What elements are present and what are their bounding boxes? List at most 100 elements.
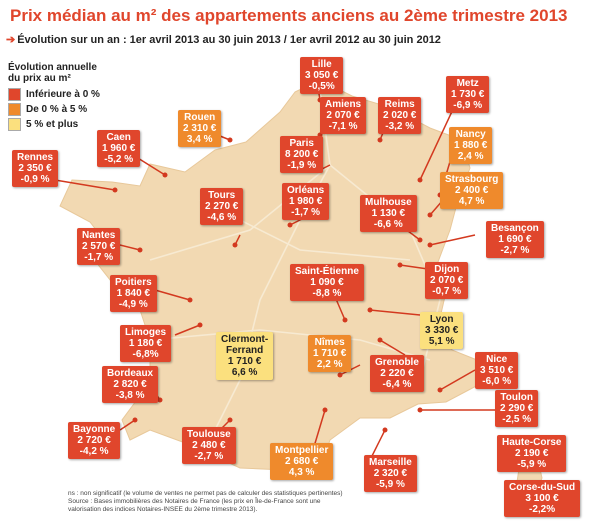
footnote-line3: valorisation des indices Notaires-INSEE … <box>68 506 258 513</box>
legend-title-line2: du prix au m² <box>8 73 71 84</box>
city-label-bayonne: Bayonne 2 720 € -4,2 % <box>68 422 121 459</box>
city-label-text: Lille <box>311 59 332 70</box>
city-label-text: 1 710 € <box>227 356 262 367</box>
city-label-text: 1 090 € <box>310 277 344 288</box>
city-label-text: Saint-Étienne <box>295 266 359 277</box>
city-label-caen: Caen 1 960 € -5,2 % <box>97 130 141 167</box>
legend-item-red: Inférieure à 0 % <box>8 87 100 102</box>
city-label-text: -6,0 % <box>482 376 512 387</box>
city-label-text: Poitiers <box>115 277 152 288</box>
city-label-text: 2,4 % <box>457 151 484 162</box>
city-label-text: -1,9 % <box>287 160 317 171</box>
city-label-haute-corse: Haute-Corse 2 190 € -5,9 % <box>497 435 567 472</box>
city-label-poitiers: Poitiers 1 840 € -4,9 % <box>110 275 157 312</box>
city-label-besancon: Besançon 1 690 € -2,7 % <box>486 221 544 258</box>
city-label-text: -0,5% <box>308 81 335 92</box>
city-label-text: 2 350 € <box>18 163 52 174</box>
city-label-text: 1 690 € <box>498 234 532 245</box>
city-label-text: Caen <box>106 132 131 143</box>
legend-title-line1: Évolution annuelle <box>8 62 97 73</box>
city-label-text: 1 180 € <box>128 338 163 349</box>
city-label-reims: Reims 2 020 € -3,2 % <box>378 97 422 134</box>
city-label-text: Toulon <box>500 392 533 403</box>
city-label-text: Dijon <box>434 264 460 275</box>
city-label-orleans: Orléans 1 980 € -1,7 % <box>282 183 330 220</box>
city-label-metz: Metz 1 730 € -6,9 % <box>446 76 490 113</box>
city-label-text: -7,1 % <box>328 121 358 132</box>
city-label-text: 1 980 € <box>288 196 323 207</box>
city-label-text: Paris <box>289 138 314 149</box>
city-label-text: -2,2% <box>528 504 556 515</box>
city-label-text: 2 190 € <box>515 448 549 459</box>
city-label-montpellier: Montpellier 2 680 €4,3 % <box>270 443 334 480</box>
city-label-text: 2 020 € <box>383 110 417 121</box>
legend-label: De 0 % à 5 % <box>26 104 88 115</box>
city-label-amiens: Amiens 2 070 € -7,1 % <box>320 97 367 134</box>
city-label-text: 2,2 % <box>316 359 343 370</box>
map-subtitle: ➔ Évolution sur un an : 1er avril 2013 au… <box>6 33 441 46</box>
city-label-text: -5,9 % <box>517 459 547 470</box>
city-label-text: 2 820 € <box>113 379 147 390</box>
city-label-tours: Tours 2 270 € -4,6 % <box>200 188 244 225</box>
city-label-text: 2 720 € <box>77 435 111 446</box>
city-label-text: 3,4 % <box>186 134 213 145</box>
city-label-text: Nantes <box>82 230 116 241</box>
city-label-text: -0,9 % <box>20 174 50 185</box>
city-label-nimes: Nîmes 1 710 €2,2 % <box>308 335 352 372</box>
city-label-bordeaux: Bordeaux 2 820 € -3,8 % <box>102 366 159 403</box>
legend-swatch <box>8 103 21 116</box>
city-label-text: -6,4 % <box>382 379 412 390</box>
city-label-text: Bayonne <box>73 424 116 435</box>
city-label-text: 5,1 % <box>428 336 455 347</box>
legend-label: 5 % et plus <box>26 119 79 130</box>
city-label-text: 2 480 € <box>192 440 226 451</box>
city-label-text: 3 330 € <box>425 325 459 336</box>
city-label-text: Bordeaux <box>107 368 154 379</box>
subtitle-text: Évolution sur un an : 1er avril 2013 au … <box>17 34 441 46</box>
city-label-text: 3 050 € <box>305 70 339 81</box>
city-label-text: Rennes <box>17 152 54 163</box>
city-label-text: 3 100 € <box>525 493 559 504</box>
city-label-text: 2 290 € <box>500 403 534 414</box>
city-label-dijon: Dijon 2 070 € -0,7 % <box>425 262 469 299</box>
city-label-text: Orléans <box>287 185 325 196</box>
city-label-text: Lyon <box>429 314 454 325</box>
city-label-text: 3 510 € <box>480 365 514 376</box>
legend-swatch <box>8 118 21 131</box>
city-label-marseille: Marseille 2 320 € -5,9 % <box>364 455 417 492</box>
city-label-text: 2 070 € <box>430 275 464 286</box>
city-label-text: -4,6 % <box>207 212 237 223</box>
city-label-text: 8 200 € <box>285 149 319 160</box>
city-label-text: Grenoble <box>375 357 419 368</box>
legend-label: Inférieure à 0 % <box>26 89 100 100</box>
city-label-text: 1 730 € <box>451 89 485 100</box>
city-label-text: 4,7 % <box>458 196 485 207</box>
city-label-text: Metz <box>456 78 479 89</box>
legend-item-orange: De 0 % à 5 % <box>8 102 100 117</box>
city-label-text: -4,9 % <box>118 299 148 310</box>
city-label-text: -5,9 % <box>375 479 405 490</box>
city-label-limoges: Limoges 1 180 € -6,8% <box>120 325 172 362</box>
city-label-text: Besançon <box>491 223 539 234</box>
city-label-text: Strasbourg <box>445 174 499 185</box>
legend-swatch <box>8 88 21 101</box>
city-label-lyon: Lyon 3 330 €5,1 % <box>420 312 464 349</box>
city-label-mulhouse: Mulhouse 1 130 € -6,6 % <box>360 195 417 232</box>
city-label-text: Clermont- <box>221 334 269 345</box>
city-label-rouen: Rouen 2 310 €3,4 % <box>178 110 222 147</box>
legend-title: Évolution annuelle du prix au m² <box>8 62 100 84</box>
footnote-line2: Source : Bases immobilières des Notaires… <box>68 498 321 505</box>
city-label-strasbourg: Strasbourg 2 400 €4,7 % <box>440 172 504 209</box>
city-label-text: Nice <box>486 354 508 365</box>
city-label-text: 2 400 € <box>454 185 489 196</box>
city-label-clermont-ferrand: Clermont- Ferrand 1 710 €6,6 % <box>216 332 274 380</box>
city-label-text: -4,2 % <box>79 446 109 457</box>
city-label-text: Amiens <box>325 99 362 110</box>
city-label-text: Tours <box>208 190 236 201</box>
city-label-text: 1 130 € <box>371 208 406 219</box>
city-label-text: -3,8 % <box>115 390 145 401</box>
city-label-nice: Nice 3 510 € -6,0 % <box>475 352 519 389</box>
arrow-right-icon: ➔ <box>6 34 16 46</box>
city-label-text: -2,5 % <box>502 414 532 425</box>
city-label-text: Mulhouse <box>365 197 412 208</box>
